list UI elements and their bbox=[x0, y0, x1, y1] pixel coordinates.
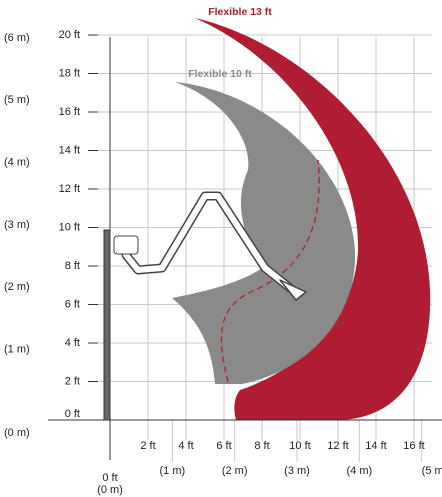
extraction-arm bbox=[113, 191, 307, 301]
y-tick-label: 12 ft bbox=[59, 183, 80, 195]
x-meter-label: (5 m) bbox=[422, 465, 442, 477]
wall bbox=[103, 229, 111, 421]
x-tick-label: 14 ft bbox=[365, 440, 386, 452]
reach-path-dashed bbox=[220, 159, 320, 383]
y-meter-label: (3 m) bbox=[4, 219, 30, 231]
y-tick-label: 4 ft bbox=[65, 337, 80, 349]
y-meter-label: (4 m) bbox=[4, 157, 30, 169]
y-meter-label: (0 m) bbox=[4, 427, 30, 439]
y-tick-label: 10 ft bbox=[59, 221, 80, 233]
x-tick-label: 8 ft bbox=[254, 440, 269, 452]
x-tick-label: 0 ft bbox=[102, 472, 117, 484]
y-tick-label: 16 ft bbox=[59, 106, 80, 118]
x-meter-label: (3 m) bbox=[284, 465, 310, 477]
y-tick-label: 14 ft bbox=[59, 144, 80, 156]
x-tick-label: 10 ft bbox=[289, 440, 310, 452]
y-tick-label: 20 ft bbox=[59, 29, 80, 41]
axis-labels: 20 ft 18 ft 16 ft 14 ft 12 ft 10 ft 8 ft 6 ft 4 … bbox=[4, 29, 442, 496]
y-tick-label: 0 ft bbox=[65, 408, 80, 420]
y-tick-label: 2 ft bbox=[65, 375, 80, 387]
x-tick-label: 6 ft bbox=[216, 440, 231, 452]
y-tick-label: 6 ft bbox=[65, 298, 80, 310]
y-meter-label: (6 m) bbox=[4, 32, 30, 44]
x-tick-label: 12 ft bbox=[327, 440, 348, 452]
reach-13ft bbox=[195, 18, 431, 420]
y-tick-label: 8 ft bbox=[65, 260, 80, 272]
x-meter-label: (0 m) bbox=[97, 484, 123, 496]
x-meter-label: (2 m) bbox=[222, 465, 248, 477]
x-meter-label: (4 m) bbox=[347, 465, 373, 477]
y-meter-label: (5 m) bbox=[4, 94, 30, 106]
label-10ft: Flexible 10 ft bbox=[188, 68, 252, 80]
x-tick-label: 4 ft bbox=[178, 440, 193, 452]
x-tick-label: 2 ft bbox=[140, 440, 155, 452]
y-meter-label: (2 m) bbox=[4, 281, 30, 293]
label-13ft: Flexible 13 ft bbox=[208, 6, 272, 18]
y-tick-label: 18 ft bbox=[59, 67, 80, 79]
reach-10ft bbox=[172, 82, 356, 384]
x-meter-label: (1 m) bbox=[159, 465, 185, 477]
y-meter-label: (1 m) bbox=[4, 344, 30, 356]
x-tick-label: 16 ft bbox=[403, 440, 424, 452]
